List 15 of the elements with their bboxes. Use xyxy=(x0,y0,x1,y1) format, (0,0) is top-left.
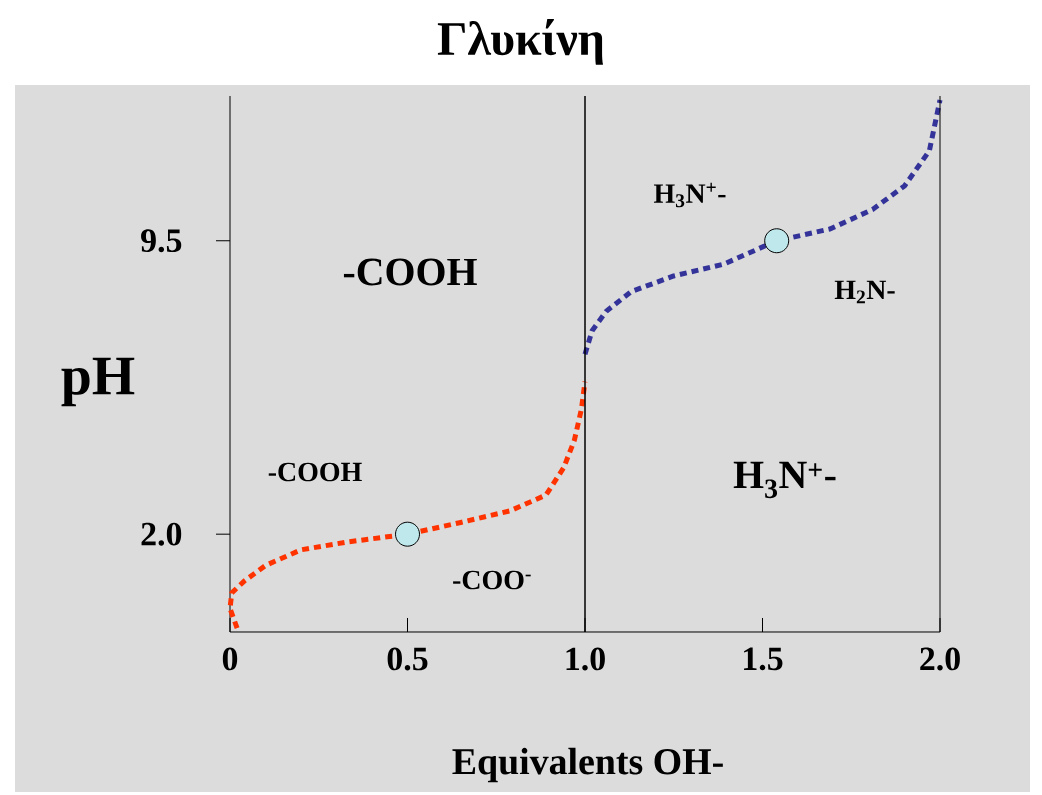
chart-title: Γλυκίνη xyxy=(437,19,603,65)
x-tick-label: 1.0 xyxy=(566,647,605,671)
x-tick-label: 2.0 xyxy=(920,647,960,671)
x-tick-label: 0 xyxy=(222,647,238,671)
annotation: H$_{3}$N$^{+}$- xyxy=(733,461,836,499)
annotation: -COO$^{-}$ xyxy=(453,570,531,590)
y-tick-label: 9.5 xyxy=(141,229,182,253)
annotation: -COOH xyxy=(268,462,362,482)
x-axis-title: Equivalents OH- xyxy=(452,747,723,783)
y-axis-title: pH xyxy=(61,357,135,407)
annotation: H$_{2}$N- xyxy=(834,280,895,304)
annotation: H$_{3}$N$^{+}$- xyxy=(653,182,726,208)
x-tick-label: 1.5 xyxy=(744,647,783,671)
x-tick-label: 0.5 xyxy=(387,647,428,671)
annotation: -COOH xyxy=(343,258,477,286)
